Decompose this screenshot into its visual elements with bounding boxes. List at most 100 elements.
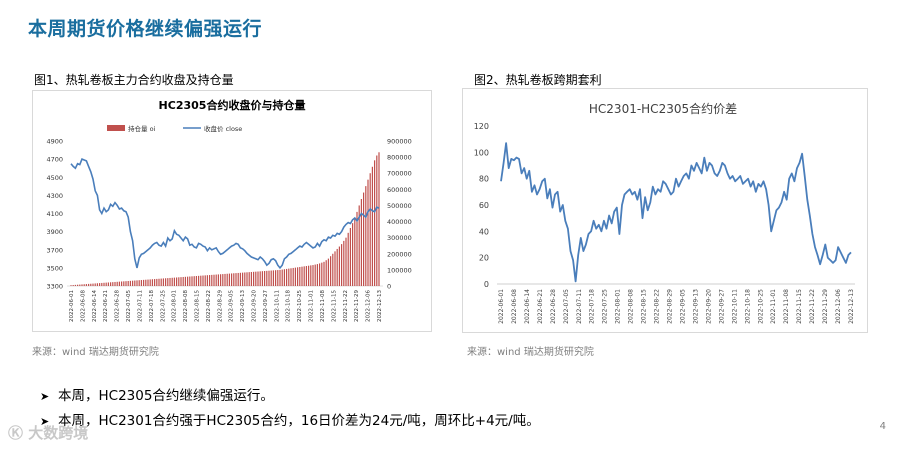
chart1-oi-bar	[76, 284, 79, 286]
chart1-oi-bar	[310, 265, 312, 286]
chart2-ytick: 40	[479, 227, 489, 236]
chart2-xtick: 2022-08-29	[667, 289, 674, 324]
chart1-oi-bar	[362, 192, 365, 286]
chart1-oi-bar	[224, 273, 226, 286]
chart1-oi-bar	[334, 251, 336, 286]
chart2-xtick: 2022-12-13	[848, 289, 855, 324]
chart1-oi-bar	[354, 218, 356, 286]
chart1-oi-bar	[294, 267, 297, 286]
chart1-xtick: 2022-07-18	[149, 290, 155, 322]
chart1-left-ytick: 3500	[46, 264, 63, 272]
chart1-legend-oi-swatch	[107, 125, 125, 131]
chart1-title: HC2305合约收盘价与持仓量	[159, 98, 306, 112]
chart1-oi-bar	[186, 276, 189, 286]
chart1-oi-bar	[116, 281, 118, 286]
chart1-oi-bar	[301, 266, 303, 286]
bullet-2: ➤ 本周，HC2301合约强于HC2305合约，16日价差为24元/吨，周环比+4…	[40, 409, 540, 429]
chart1-oi-bar	[208, 275, 211, 286]
chart1-oi-bar	[327, 258, 330, 286]
chart1-oi-bar	[178, 277, 180, 286]
chart1-oi-bar	[281, 269, 283, 286]
chart1-xtick: 2022-07-11	[137, 290, 143, 322]
chart1-oi-bar	[127, 281, 129, 286]
chart2-xtick: 2022-06-08	[511, 289, 518, 324]
chart2-xtick: 2022-07-11	[576, 289, 583, 324]
chart1-oi-bar	[140, 280, 143, 286]
chart1-oi-bar	[299, 266, 301, 286]
bullet-2-text: 本周，HC2301合约强于HC2305合约，16日价差为24元/吨，周环比+4元…	[58, 413, 540, 429]
bullet-1: ➤ 本周，HC2305合约继续偏强运行。	[40, 384, 274, 404]
chart1-oi-bar	[72, 285, 74, 286]
chart1-oi-bar	[156, 278, 158, 286]
chart1-oi-bar	[230, 273, 233, 286]
chart2-xtick: 2022-10-11	[731, 289, 738, 324]
chart1-oi-bar	[149, 279, 151, 286]
chart1-right-ytick: 400000	[387, 218, 412, 226]
figure2-source: 来源：wind 瑞达期货研究院	[467, 347, 594, 358]
chart1-xtick: 2022-11-22	[343, 290, 349, 322]
chart1-oi-bar	[233, 273, 235, 286]
chart1-oi-bar	[329, 256, 332, 286]
chart1-oi-bar	[151, 279, 154, 286]
chart1-oi-bar	[349, 228, 352, 286]
logo-text: 大数跨境	[28, 424, 89, 442]
chart1-oi-bar	[85, 284, 88, 286]
chart1-oi-bar	[217, 274, 220, 286]
chart1-xtick: 2022-08-08	[183, 290, 189, 322]
chart1-oi-bar	[173, 277, 176, 286]
chart1-xtick: 2022-10-25	[297, 290, 303, 322]
chart1-oi-bar	[235, 273, 237, 286]
chart1-xtick: 2022-06-01	[69, 290, 75, 322]
chart1-oi-bar	[270, 270, 272, 286]
chart1-oi-bar	[153, 279, 156, 286]
chart1-oi-bar	[74, 284, 77, 286]
chart2-xtick: 2022-08-22	[654, 289, 661, 324]
chart2-title: HC2301-HC2305合约价差	[589, 101, 737, 116]
chart1-left-ytick: 4900	[46, 138, 63, 146]
chart1-oi-bar	[142, 279, 145, 286]
chart1-xtick: 2022-09-27	[263, 290, 269, 322]
chart1-xtick: 2022-09-05	[229, 290, 235, 322]
chart1-oi-bar	[285, 268, 288, 286]
chart1-xtick: 2022-07-05	[126, 290, 132, 322]
logo-mark-icon: Ⓚ	[8, 424, 24, 442]
chart1-oi-bar	[87, 283, 90, 286]
chart2-xtick: 2022-08-08	[628, 289, 635, 324]
chart1-left-ytick: 4300	[46, 192, 63, 200]
chart1-right-ytick: 700000	[387, 170, 412, 178]
chart1-oi-bar	[343, 240, 345, 286]
chart1-oi-bar	[83, 284, 85, 286]
chart1-oi-bar	[283, 269, 286, 286]
chart1-oi-bar	[266, 270, 268, 286]
logo: Ⓚ 大数跨境	[8, 422, 88, 443]
chart1-xtick: 2022-11-15	[331, 290, 337, 322]
chart1-oi-bar	[184, 276, 187, 286]
chart2-ytick: 80	[479, 175, 489, 184]
chart1-oi-bar	[360, 199, 363, 286]
chart1-left-ytick: 4500	[46, 174, 63, 182]
chart1-oi-bar	[164, 278, 167, 286]
chart1-oi-bar	[261, 271, 264, 286]
chart1-oi-bar	[371, 166, 374, 286]
chart1-oi-bar	[112, 282, 114, 286]
arrow-bullet-icon: ➤	[40, 415, 50, 428]
chart1-xtick: 2022-06-14	[92, 290, 98, 322]
chart1-oi-bar	[307, 265, 310, 286]
chart1-oi-bar	[136, 280, 138, 286]
chart1-xtick: 2022-12-13	[377, 290, 383, 322]
chart1-oi-bar	[162, 278, 165, 286]
chart1-oi-bar	[94, 283, 96, 286]
chart1-oi-bar	[98, 283, 101, 286]
chart2-xtick: 2022-07-25	[602, 289, 609, 324]
chart1-oi-bar	[358, 205, 360, 286]
chart1-oi-bar	[248, 272, 250, 286]
chart1-oi-bar	[336, 248, 338, 286]
chart1-oi-bar	[288, 268, 290, 286]
chart1-oi-bar	[345, 237, 347, 286]
chart1-left-ytick: 4700	[46, 156, 63, 164]
chart2-xtick: 2022-06-14	[524, 289, 531, 324]
chart1-oi-bar	[356, 211, 358, 286]
chart1-oi-bar	[279, 269, 281, 286]
chart1-oi-bar	[101, 282, 103, 286]
chart1-oi-bar	[338, 246, 341, 286]
